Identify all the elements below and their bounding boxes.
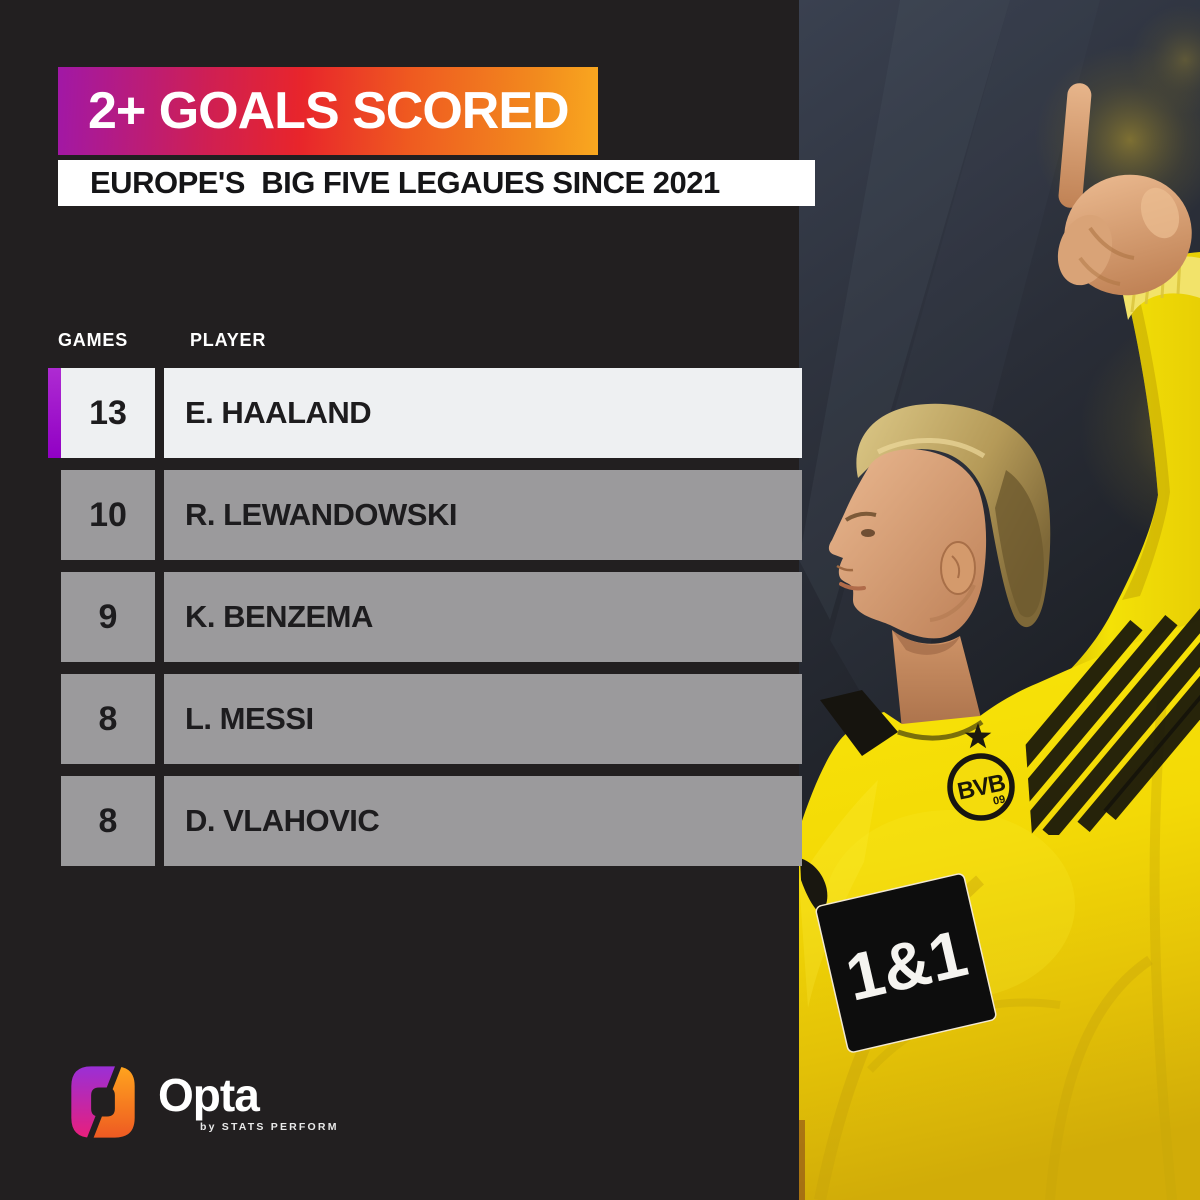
club-badge: BVB 09: [947, 753, 1015, 821]
table-row-games: 13: [61, 368, 155, 458]
hair: [856, 403, 1051, 628]
table-row-games: 9: [61, 572, 155, 662]
opta-logo-text: Opta: [158, 1068, 260, 1121]
table-row-player: R. LEWANDOWSKI: [164, 470, 802, 560]
highlight-strip: [48, 368, 61, 458]
subtitle-banner: EUROPE'S BIG FIVE LEGAUES SINCE 2021: [58, 160, 815, 206]
player-photo: BVB 09 1&1: [799, 0, 1200, 1200]
opta-branding: Opta by STATS PERFORM: [70, 1060, 339, 1144]
collar-trim: [820, 690, 898, 756]
player-name: E. HAALAND: [185, 395, 372, 430]
opta-logo-icon: [71, 1066, 135, 1138]
lips: [839, 582, 866, 591]
jersey-sponsor: 1&1: [815, 873, 997, 1053]
column-header-games: GAMES: [58, 330, 129, 350]
table-row-player: E. HAALAND: [164, 368, 802, 458]
puma-logo: [800, 858, 828, 914]
page-title: 2+ GOALS SCORED: [88, 82, 570, 140]
player-name: K. BENZEMA: [185, 599, 373, 634]
pointing-hand: [1057, 83, 1192, 296]
player-name: D. VLAHOVIC: [185, 803, 380, 838]
player-head: [828, 403, 1051, 639]
page-subtitle: EUROPE'S BIG FIVE LEGAUES SINCE 2021: [90, 165, 720, 200]
badge-number: 09: [992, 793, 1006, 807]
title-banner: 2+ GOALS SCORED: [58, 67, 598, 155]
table-row-player: L. MESSI: [164, 674, 802, 764]
opta-logo-subtext: by STATS PERFORM: [200, 1120, 339, 1133]
champion-star-icon: [964, 723, 992, 749]
table-row-games: 8: [61, 674, 155, 764]
player-name: L. MESSI: [185, 701, 314, 736]
table-row-player: K. BENZEMA: [164, 572, 802, 662]
neck: [892, 630, 982, 734]
eyebrow: [844, 511, 877, 522]
column-header-player: PLAYER: [190, 330, 267, 350]
eye: [861, 529, 875, 537]
table-row-player: D. VLAHOVIC: [164, 776, 802, 866]
face: [828, 449, 987, 639]
table-row-games: 8: [61, 776, 155, 866]
table-row-games: 10: [61, 470, 155, 560]
player-name: R. LEWANDOWSKI: [185, 497, 458, 532]
